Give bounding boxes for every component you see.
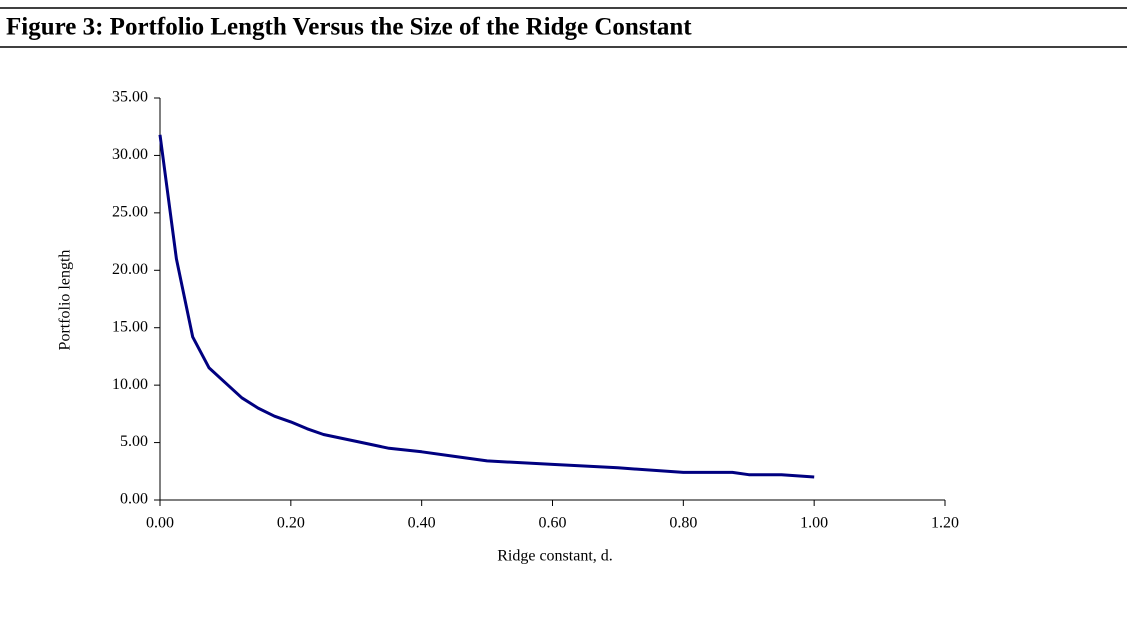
x-tick-label: 1.00 xyxy=(800,515,828,532)
x-tick-label: 0.20 xyxy=(277,515,305,532)
chart-title: Figure 3: Portfolio Length Versus the Si… xyxy=(6,14,692,41)
x-tick-label: 0.80 xyxy=(669,515,697,532)
y-tick-label: 25.00 xyxy=(112,204,148,221)
y-tick-label: 10.00 xyxy=(112,376,148,393)
y-tick-label: 15.00 xyxy=(112,318,148,335)
y-tick-label: 30.00 xyxy=(112,146,148,163)
y-tick-label: 20.00 xyxy=(112,261,148,278)
y-tick-label: 35.00 xyxy=(112,89,148,106)
x-tick-label: 1.20 xyxy=(931,515,959,532)
x-tick-label: 0.40 xyxy=(408,515,436,532)
data-line xyxy=(158,134,815,479)
y-tick-label: 0.00 xyxy=(120,491,148,508)
x-tick-label: 0.60 xyxy=(539,515,567,532)
y-tick-label: 5.00 xyxy=(120,433,148,450)
x-tick-label: 0.00 xyxy=(146,515,174,532)
y-axis-label: Portfolio length xyxy=(57,250,74,351)
x-axis-label: Ridge constant, d. xyxy=(497,548,613,565)
